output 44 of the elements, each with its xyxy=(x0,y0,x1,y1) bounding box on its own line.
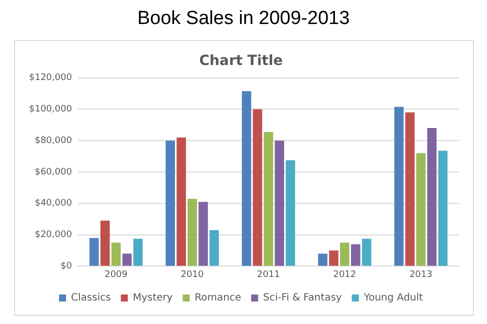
y-tick-label: $60,000 xyxy=(34,167,72,178)
bar xyxy=(362,238,372,266)
x-tick-label: 2009 xyxy=(104,270,128,280)
legend-label: Sci-Fi & Fantasy xyxy=(263,292,342,304)
legend-label: Classics xyxy=(71,292,111,304)
x-tick-label: 2012 xyxy=(333,270,356,280)
y-tick-label: $20,000 xyxy=(34,230,72,240)
bar xyxy=(350,244,360,266)
y-tick-label: $0 xyxy=(60,262,72,272)
bar xyxy=(394,106,404,266)
x-tick-label: 2010 xyxy=(180,270,204,280)
bar xyxy=(329,250,338,266)
bar xyxy=(198,202,208,266)
chart-subtitle: Chart Title xyxy=(199,53,283,70)
bar xyxy=(242,91,252,266)
bar xyxy=(416,153,426,266)
bar xyxy=(340,242,350,266)
bar xyxy=(188,198,197,266)
bar xyxy=(111,242,121,266)
bar xyxy=(89,238,99,266)
bar xyxy=(274,140,284,266)
legend-label: Young Adult xyxy=(362,292,424,304)
bar xyxy=(286,160,296,266)
y-tick-label: $40,000 xyxy=(34,198,72,209)
y-tick-label: $80,000 xyxy=(34,136,72,146)
chart-title: Book Sales in 2009-2013 xyxy=(136,8,351,30)
legend-label: Romance xyxy=(194,292,242,304)
bar xyxy=(176,137,186,266)
y-tick-label: $100,000 xyxy=(28,104,72,115)
bar xyxy=(133,238,143,266)
x-tick-label: 2013 xyxy=(409,270,432,280)
y-tick-label: $120,000 xyxy=(28,73,72,84)
bar xyxy=(210,230,219,266)
bar xyxy=(100,220,110,266)
bar xyxy=(427,128,437,266)
bar xyxy=(318,254,328,266)
bar xyxy=(264,132,274,266)
x-tick-label: 2011 xyxy=(257,270,280,280)
legend-label: Mystery xyxy=(132,292,173,304)
bar xyxy=(122,254,132,266)
bar xyxy=(252,109,262,266)
bar xyxy=(438,150,448,266)
bar xyxy=(405,112,415,266)
bar xyxy=(166,140,175,266)
